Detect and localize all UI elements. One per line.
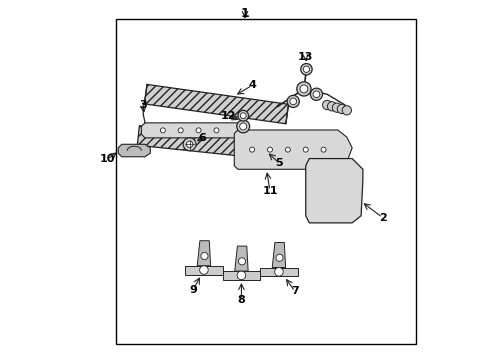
- Circle shape: [310, 88, 322, 100]
- Circle shape: [183, 138, 196, 151]
- Circle shape: [313, 91, 320, 98]
- Circle shape: [186, 141, 193, 148]
- Polygon shape: [145, 85, 289, 124]
- Circle shape: [322, 100, 332, 110]
- Circle shape: [275, 267, 283, 276]
- Polygon shape: [272, 243, 286, 267]
- Circle shape: [301, 64, 312, 75]
- Circle shape: [239, 258, 245, 265]
- Polygon shape: [142, 123, 238, 138]
- Text: 8: 8: [238, 295, 245, 305]
- Text: 5: 5: [275, 158, 283, 168]
- Circle shape: [237, 120, 249, 133]
- Circle shape: [327, 102, 337, 111]
- Circle shape: [285, 147, 291, 152]
- Circle shape: [290, 98, 296, 105]
- Circle shape: [196, 128, 201, 133]
- Circle shape: [276, 254, 283, 261]
- Text: 12: 12: [221, 111, 237, 121]
- Text: 10: 10: [100, 154, 115, 164]
- Circle shape: [321, 147, 326, 152]
- Text: 2: 2: [379, 212, 387, 222]
- Circle shape: [199, 266, 208, 274]
- Circle shape: [300, 85, 308, 93]
- Circle shape: [160, 128, 165, 133]
- Circle shape: [287, 95, 299, 108]
- Polygon shape: [306, 158, 363, 223]
- Polygon shape: [118, 144, 150, 157]
- Circle shape: [337, 104, 346, 114]
- Circle shape: [178, 128, 183, 133]
- Polygon shape: [260, 267, 298, 276]
- Text: 13: 13: [298, 53, 314, 63]
- Circle shape: [240, 113, 246, 119]
- Circle shape: [332, 103, 342, 112]
- Text: 7: 7: [291, 287, 299, 296]
- Polygon shape: [185, 266, 222, 275]
- Circle shape: [240, 123, 247, 130]
- Polygon shape: [222, 271, 260, 280]
- Circle shape: [342, 106, 351, 115]
- Text: 3: 3: [139, 100, 147, 110]
- Circle shape: [238, 111, 248, 121]
- Circle shape: [237, 271, 245, 280]
- Circle shape: [201, 252, 208, 260]
- Circle shape: [268, 147, 272, 152]
- Circle shape: [303, 66, 310, 72]
- Polygon shape: [137, 126, 324, 165]
- Text: 11: 11: [262, 186, 278, 196]
- Circle shape: [249, 147, 255, 152]
- Text: 4: 4: [248, 80, 256, 90]
- Polygon shape: [234, 130, 352, 169]
- Text: 9: 9: [189, 285, 197, 295]
- Polygon shape: [235, 246, 248, 271]
- Polygon shape: [197, 241, 211, 266]
- Bar: [117, 19, 416, 344]
- Text: 1: 1: [241, 8, 249, 21]
- Circle shape: [303, 147, 308, 152]
- Text: 6: 6: [198, 133, 206, 143]
- Circle shape: [297, 82, 311, 96]
- Circle shape: [214, 128, 219, 133]
